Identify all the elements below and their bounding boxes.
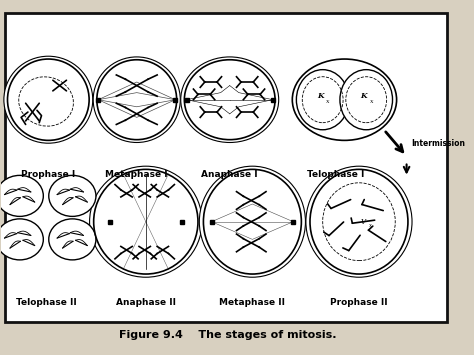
- Ellipse shape: [292, 59, 397, 140]
- Ellipse shape: [200, 166, 305, 277]
- Text: K: K: [361, 92, 367, 100]
- Ellipse shape: [296, 70, 349, 130]
- Text: x: x: [327, 99, 330, 104]
- Text: x: x: [369, 223, 372, 228]
- Text: x: x: [370, 99, 374, 104]
- Text: Prophase II: Prophase II: [330, 298, 388, 307]
- Ellipse shape: [4, 56, 93, 143]
- Ellipse shape: [90, 166, 202, 277]
- Text: Metaphase II: Metaphase II: [219, 298, 285, 307]
- Text: K: K: [317, 92, 324, 100]
- FancyBboxPatch shape: [5, 13, 447, 322]
- Text: Anaphase I: Anaphase I: [201, 170, 258, 179]
- Text: Prophase I: Prophase I: [21, 170, 75, 179]
- Ellipse shape: [0, 219, 43, 260]
- Text: Metaphase I: Metaphase I: [105, 170, 168, 179]
- Ellipse shape: [203, 169, 301, 274]
- Ellipse shape: [184, 60, 275, 140]
- Ellipse shape: [310, 169, 408, 274]
- Ellipse shape: [306, 166, 412, 277]
- Text: Telophase I: Telophase I: [307, 170, 364, 179]
- Text: Figure 9.4    The stages of mitosis.: Figure 9.4 The stages of mitosis.: [118, 330, 336, 340]
- Ellipse shape: [181, 57, 279, 142]
- Ellipse shape: [49, 175, 96, 217]
- Ellipse shape: [49, 219, 96, 260]
- Ellipse shape: [93, 57, 180, 142]
- Text: Anaphase II: Anaphase II: [116, 298, 176, 307]
- Text: V: V: [361, 218, 366, 226]
- Ellipse shape: [8, 59, 89, 140]
- Ellipse shape: [340, 70, 392, 130]
- Ellipse shape: [0, 175, 43, 217]
- Text: Telophase II: Telophase II: [16, 298, 76, 307]
- Ellipse shape: [94, 169, 198, 274]
- Text: Intermission: Intermission: [411, 140, 465, 148]
- Ellipse shape: [97, 60, 177, 140]
